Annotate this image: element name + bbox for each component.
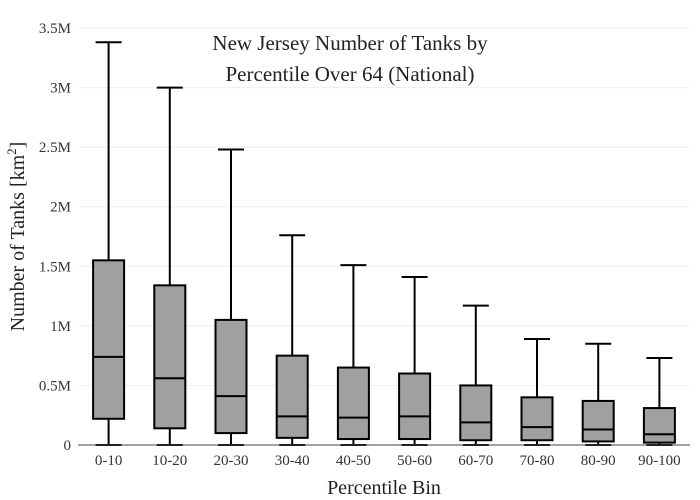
x-tick-label: 30-40 — [275, 453, 310, 469]
iqr-box — [336, 366, 370, 441]
iqr-box — [581, 399, 615, 443]
y-tick-label: 0 — [64, 438, 72, 454]
box-group — [214, 148, 248, 446]
box-group — [459, 304, 493, 446]
y-axis-title-main: Number of Tanks [km — [7, 154, 29, 331]
x-tick-label: 0-10 — [95, 453, 123, 469]
box-group — [336, 264, 370, 446]
y-tick-label: 1.5M — [39, 259, 71, 275]
x-tick-label: 20-30 — [214, 453, 249, 469]
iqr-box — [214, 318, 248, 435]
x-tick-labels: 0-10 10-20 20-30 30-40 40-50 50-60 60-70 70-80 8… — [95, 453, 681, 469]
chart-title-line-2: Percentile Over 64 (National) — [226, 62, 475, 86]
box-group — [642, 357, 676, 446]
y-tick-label: 1M — [50, 319, 71, 335]
y-tick-label: 3.5M — [39, 21, 71, 37]
box-group — [92, 41, 126, 446]
x-tick-label: 50-60 — [397, 453, 432, 469]
box-layer — [92, 41, 676, 446]
iqr-box — [92, 259, 126, 420]
y-tick-label: 2M — [50, 200, 71, 216]
box-group — [153, 86, 187, 446]
iqr-box — [459, 384, 493, 442]
chart-title-line-1: New Jersey Number of Tanks by — [212, 31, 488, 55]
box-group — [398, 276, 432, 446]
x-tick-label: 10-20 — [152, 453, 187, 469]
iqr-box — [153, 284, 187, 430]
x-tick-label: 90-100 — [638, 453, 681, 469]
x-tick-label: 60-70 — [458, 453, 493, 469]
x-axis-title: Percentile Bin — [327, 477, 441, 499]
iqr-box — [520, 396, 554, 442]
y-tick-label: 3M — [50, 81, 71, 97]
y-tick-labels: 0 0.5M 1M 1.5M 2M 2.5M 3M 3.5M — [39, 21, 71, 454]
y-axis-title-end: ] — [7, 142, 29, 149]
iqr-box — [398, 372, 432, 441]
iqr-box — [642, 407, 676, 444]
box-group — [520, 337, 554, 446]
x-tick-label: 80-90 — [581, 453, 616, 469]
y-tick-label: 0.5M — [39, 378, 71, 394]
y-axis-title: Number of Tanks [km2] — [4, 142, 29, 332]
x-tick-label: 40-50 — [336, 453, 371, 469]
y-tick-label: 2.5M — [39, 140, 71, 156]
iqr-box — [275, 354, 309, 439]
box-group — [581, 342, 615, 446]
x-tick-label: 70-80 — [520, 453, 555, 469]
y-axis-title-superscript: 2 — [4, 148, 19, 155]
box-group — [275, 234, 309, 446]
